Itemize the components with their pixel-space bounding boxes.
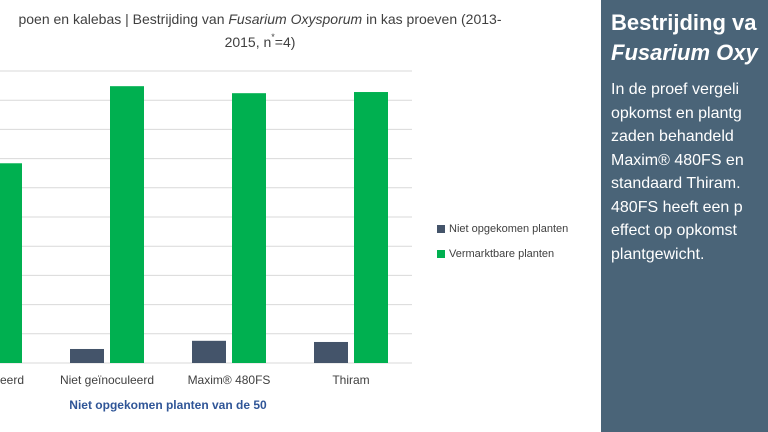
panel-heading: Bestrijding va Fusarium Oxy [611,8,768,68]
heading-line: Bestrijding va [611,10,757,35]
legend-swatch [437,250,445,258]
title-part: =4) [275,34,296,50]
bar [314,341,348,363]
x-axis-label: Niet opgekomen planten van de 50 [69,398,267,412]
bar [0,163,22,363]
title-part: * [271,32,275,42]
x-tick-label: Maxim® 480FS [188,373,271,387]
panel-line: effect op opkomst [611,222,737,239]
chart-title: 2015, n*=4) [225,32,296,49]
chart: poen en kalebas | Bestrijding van Fusari… [0,11,568,412]
bar [110,86,144,364]
legend-label: Vermarktbare planten [449,248,554,260]
side-panel: Bestrijding va Fusarium Oxy In de proef v… [601,0,768,432]
legend-label: Niet opgekomen planten [449,223,568,235]
title-part: in kas proeven (2013- [362,11,502,27]
chart-title: poen en kalebas | Bestrijding van Fusari… [18,11,501,27]
panel-line: Maxim® 480FS en [611,151,744,169]
x-tick-label: Niet geïnoculeerd [60,373,154,387]
title-part: poen en kalebas | Bestrijding van [18,11,228,27]
bar [192,340,226,363]
x-tick-label: eerd [0,373,24,387]
bar [232,93,266,363]
heading-line: Fusarium Oxy [611,40,758,65]
legend-swatch [437,225,445,233]
bar [70,348,104,363]
panel-line: zaden behandeld [611,128,734,145]
panel-line: opkomst en plantg [611,104,742,122]
panel-line: In de proef vergeli [611,81,740,98]
bar [354,92,388,364]
x-tick-label: Thiram [332,373,369,387]
title-part: Fusarium Oxysporum [228,11,362,27]
title-part: 2015, n [225,34,272,50]
panel-line: plantgewicht. [611,245,705,263]
panel-line: standaard Thiram. [611,175,741,192]
panel-body: In de proef vergeli opkomst en plantg zade… [611,78,768,266]
panel-line: 480FS heeft een p [611,198,743,216]
